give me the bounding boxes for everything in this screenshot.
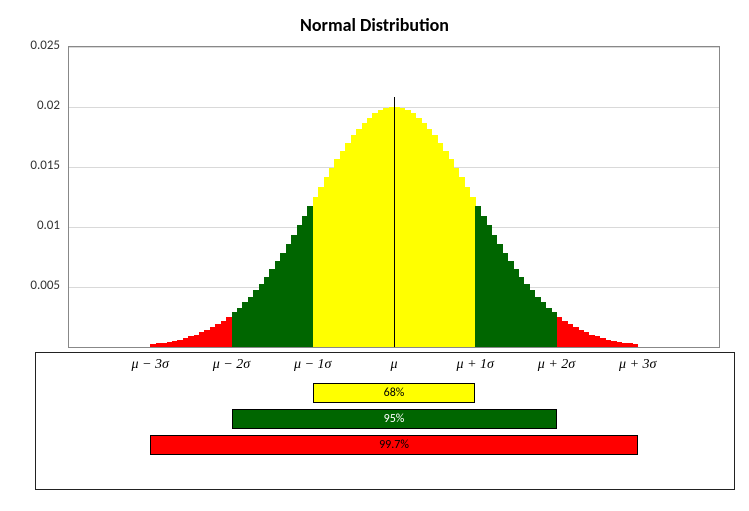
x-axis-label: μ + 2σ [529,357,585,373]
x-axis-label: μ − 1σ [285,357,341,373]
chart-frame: { "title": {"text":"Normal Distribution"… [0,0,749,511]
x-axis-label: μ + 1σ [447,357,503,373]
empirical-rule-band: 95% [232,409,557,429]
x-axis-label: μ − 2σ [204,357,260,373]
distribution-bar [676,346,682,347]
x-axis-label: μ [366,357,422,373]
y-tick-label: 0.02 [0,98,60,113]
legend-panel: μ − 3σ μ − 2σ μ − 1σ μ μ + 1σ μ + 2σ μ + 3σ 68%… [35,352,735,490]
plot-area [68,46,720,348]
y-tick-label: 0.005 [0,278,60,293]
y-tick-label: 0.015 [0,158,60,173]
empirical-rule-band: 68% [313,383,476,403]
y-gridline [69,47,719,48]
empirical-rule-band: 99.7% [150,435,638,455]
y-tick-label: 0.025 [0,38,60,53]
chart-title: Normal Distribution [0,14,749,36]
y-tick-label: 0.01 [0,218,60,233]
x-axis-label: μ − 3σ [122,357,178,373]
mu-center-line [394,97,395,347]
x-axis-label: μ + 3σ [610,357,666,373]
